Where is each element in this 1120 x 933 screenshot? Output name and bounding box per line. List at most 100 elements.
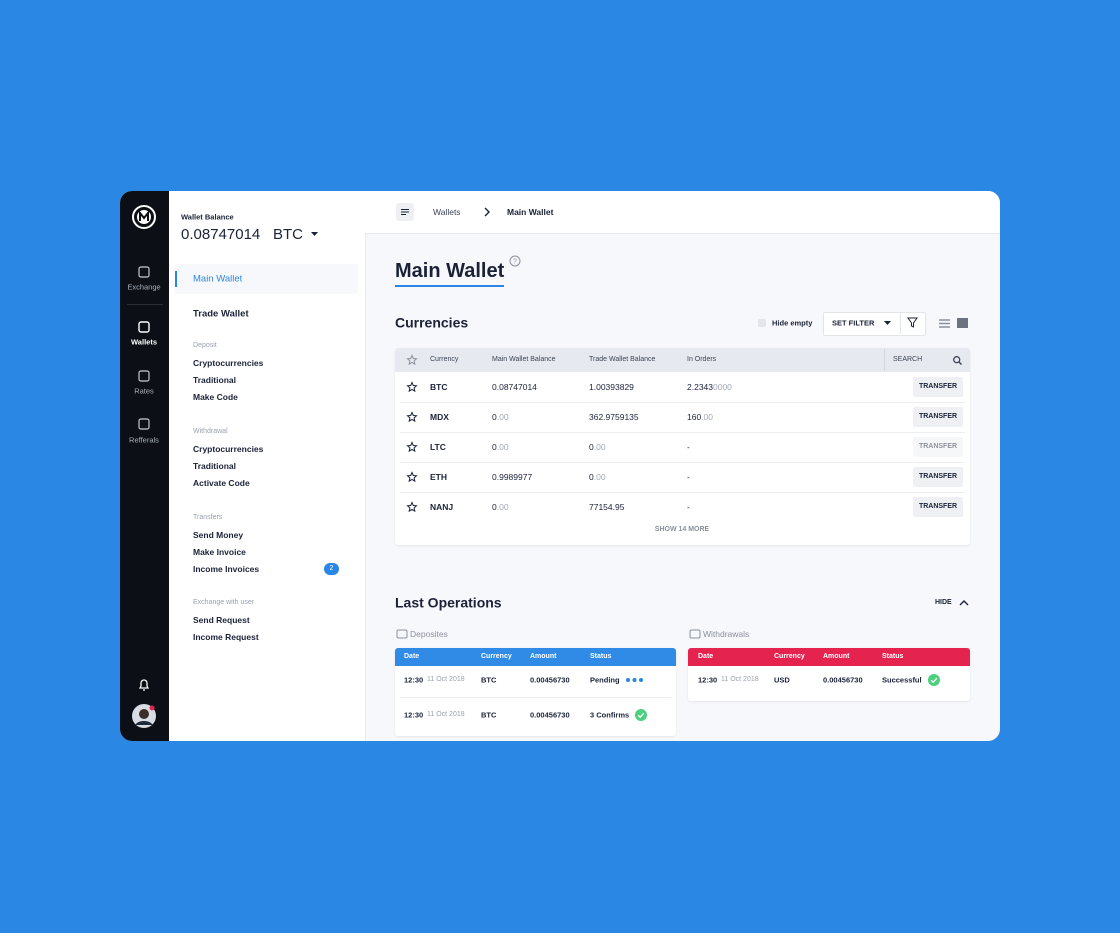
faded-digits: .00 [593,441,606,452]
op-time: 12:30 [404,675,424,685]
value: 77154.95 [589,501,625,512]
op-status: Successful [882,675,922,685]
trade-balance: 77154.95 [589,502,624,512]
star-icon [406,411,418,423]
menu-link[interactable]: Make Invoice [193,546,246,557]
table-title: Withdrawals [703,628,750,639]
transfer-button[interactable]: TRANSFER [913,407,963,427]
menu-link[interactable]: Income Request [193,631,259,642]
ops-header [688,648,970,666]
currency-code: LTC [430,441,446,452]
show-more[interactable]: SHOW 14 MORE [654,525,710,533]
balance-currency[interactable]: BTC [273,226,303,243]
in-orders: - [687,472,690,482]
menu-item[interactable]: Trade Wallet [193,308,249,320]
transfer-button[interactable]: TRANSFER [913,377,963,397]
search-icon [953,356,963,366]
menu-link[interactable]: Traditional [193,460,236,471]
transfer-button[interactable]: TRANSFER [913,497,963,517]
currency-code: BTC [430,381,448,392]
ops-column: Currency [481,652,512,660]
balance-label: Wallet Balance [181,212,234,222]
main-balance: 0.9989977 [492,472,532,482]
menu-link[interactable]: Send Money [193,529,244,540]
op-currency: BTC [481,675,497,685]
filter-dropdown[interactable] [823,312,926,336]
row-divider [400,492,965,493]
menu-item[interactable]: Main Wallet [193,273,243,285]
search-label[interactable]: SEARCH [893,355,923,363]
main-balance: 0.00 [492,502,509,512]
trade-balance: 0.00 [589,472,606,482]
trade-balance: 1.00393829 [589,382,634,392]
menu-link[interactable]: Cryptocurrencies [193,357,264,368]
column-header: Trade Wallet Balance [589,355,656,363]
icon-sidebar [120,191,169,741]
value: 2.2343 [687,381,713,392]
button-label: TRANSFER [918,442,958,450]
section-title: Withdrawal [193,427,228,435]
value: 0 [492,441,497,452]
column-header: In Orders [687,355,717,363]
menu-link[interactable]: Make Code [193,391,238,402]
logo [132,205,156,229]
menu-link[interactable]: Traditional [193,374,236,385]
success-icon [928,674,940,686]
nav-label[interactable]: Refferals [129,435,159,445]
nav-label[interactable]: Wallets [131,337,157,347]
filter-icon [907,317,918,328]
nav-label[interactable]: Exchange [127,282,161,292]
value: 0 [492,501,497,512]
op-currency: USD [774,675,790,685]
trade-balance: 0.00 [589,442,606,452]
value: 0.9989977 [492,471,533,482]
row-divider [400,402,965,403]
menu-link[interactable]: Send Request [193,614,250,625]
button-label: TRANSFER [918,502,958,510]
column-header: Main Wallet Balance [492,355,556,363]
active-indicator [175,271,177,287]
op-currency: BTC [481,710,497,720]
menu-icon [401,209,409,215]
section-title: Exchange with user [193,598,255,606]
main-balance: 0.08747014 [492,382,537,392]
star-icon [406,354,418,366]
menu-link[interactable]: Activate Code [193,477,250,488]
value: 160 [687,411,702,422]
star-icon [406,501,418,513]
column-header: Currency [430,355,459,363]
value: - [687,501,690,512]
nav-label[interactable]: Rates [134,386,154,396]
success-icon [635,709,647,721]
ops-column: Amount [530,652,557,660]
row-divider [400,462,965,463]
nav-icon [138,370,150,382]
in-orders: - [687,442,690,452]
breadcrumb-current: Main Wallet [507,206,554,217]
op-date: 11 Oct 2018 [721,675,759,683]
ops-column: Date [698,652,714,660]
ops-column: Date [404,652,420,660]
transfer-button[interactable]: TRANSFER [913,467,963,487]
search-divider [884,349,885,371]
currency-code: NANJ [430,501,454,512]
nav-divider [127,304,163,305]
checkbox-label: Hide empty [772,318,813,328]
button-label: TRANSFER [918,472,958,480]
nav-icon [138,321,150,333]
breadcrumb-link[interactable]: Wallets [433,206,461,217]
hide-toggle[interactable]: HIDE [935,598,952,606]
menu-link[interactable]: Income Invoices [193,563,260,574]
menu-link[interactable]: Cryptocurrencies [193,443,264,454]
value: - [687,441,690,452]
button-label: TRANSFER [918,412,958,420]
avatar [132,704,156,728]
checkbox[interactable] [758,319,766,327]
in-orders: 2.23430000 [687,382,732,392]
faded-digits: .00 [496,441,509,452]
section-icon [689,629,701,639]
title-underline [395,285,504,287]
faded-digits: .00 [496,411,509,422]
section-heading: Currencies [395,314,469,331]
value: 1.00393829 [589,381,634,392]
